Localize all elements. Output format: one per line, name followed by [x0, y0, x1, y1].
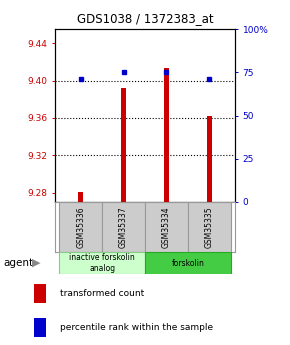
Bar: [145, 252, 231, 274]
Text: inactive forskolin
analog: inactive forskolin analog: [69, 253, 135, 273]
Bar: [78, 191, 83, 202]
Text: ▶: ▶: [32, 258, 41, 268]
Bar: [145, 202, 188, 252]
Bar: [188, 202, 231, 252]
Text: GSM35336: GSM35336: [76, 206, 85, 248]
Text: GSM35335: GSM35335: [205, 206, 214, 248]
Bar: [207, 116, 212, 202]
Text: GSM35337: GSM35337: [119, 206, 128, 248]
Text: percentile rank within the sample: percentile rank within the sample: [60, 323, 213, 332]
Bar: [121, 88, 126, 202]
Text: GSM35334: GSM35334: [162, 206, 171, 248]
Text: transformed count: transformed count: [60, 289, 144, 298]
Text: forskolin: forskolin: [171, 258, 204, 268]
Bar: [164, 69, 169, 202]
Bar: [34, 318, 46, 337]
Bar: [59, 252, 145, 274]
Bar: [59, 202, 102, 252]
Bar: [102, 202, 145, 252]
Text: agent: agent: [3, 258, 33, 268]
Bar: [34, 284, 46, 303]
Text: GDS1038 / 1372383_at: GDS1038 / 1372383_at: [77, 12, 213, 25]
